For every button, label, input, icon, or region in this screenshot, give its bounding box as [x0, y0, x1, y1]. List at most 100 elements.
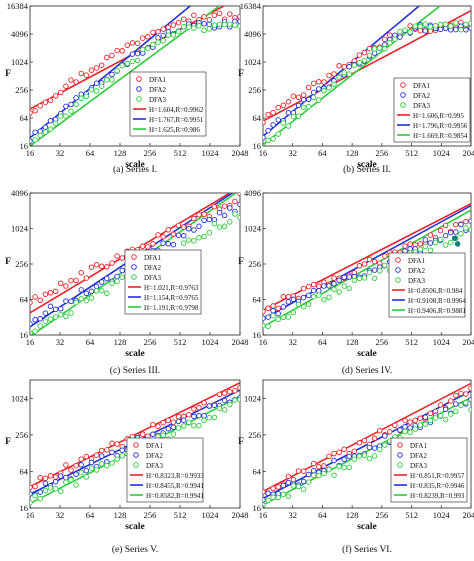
- data-point-dfa1: [286, 100, 291, 105]
- data-point-dfa2: [197, 413, 202, 418]
- data-point-dfa3: [120, 275, 125, 280]
- data-point-dfa1: [58, 90, 63, 95]
- data-point-dfa1: [367, 257, 372, 262]
- data-point-dfa3: [443, 243, 448, 248]
- data-point-dfa2: [332, 282, 337, 287]
- legend-marker-dfa2: [396, 268, 401, 273]
- data-point-dfa2: [197, 224, 202, 229]
- x-tick-label: 2048: [463, 510, 474, 520]
- data-point-dfa3: [110, 461, 115, 466]
- data-point-dfa3: [322, 471, 327, 476]
- data-point-dfa2: [38, 317, 43, 322]
- data-point-dfa2: [276, 118, 281, 123]
- data-point-dfa1: [166, 228, 171, 233]
- data-point-dfa3: [48, 317, 53, 322]
- data-point-dfa2: [286, 110, 291, 115]
- data-point-dfa3: [58, 114, 63, 119]
- data-point-dfa3: [454, 409, 459, 414]
- data-point-dfa3: [33, 329, 38, 334]
- data-point-dfa1: [176, 414, 181, 419]
- data-point-dfa2: [266, 128, 271, 133]
- data-point-dfa3: [388, 41, 393, 46]
- x-tick-label: 512: [174, 337, 187, 347]
- data-point-dfa2: [33, 318, 38, 323]
- data-point-dfa1: [271, 304, 276, 309]
- data-point-dfa1: [222, 204, 227, 209]
- data-point-dfa2: [296, 103, 301, 108]
- data-point-dfa2: [192, 228, 197, 233]
- x-tick-label: 256: [144, 337, 157, 347]
- data-point-dfa1: [266, 306, 271, 311]
- data-point-dfa3: [146, 46, 151, 51]
- data-point-dfa1: [53, 289, 58, 294]
- data-point-dfa3: [38, 133, 43, 138]
- data-point-dfa3: [207, 230, 212, 235]
- data-point-dfa1: [281, 103, 286, 108]
- data-point-dfa2: [228, 206, 233, 211]
- data-point-dfa3: [197, 24, 202, 29]
- data-point-dfa3: [171, 432, 176, 437]
- legend-label: H=0.835,R=0.9946: [410, 482, 465, 490]
- data-point-dfa3: [448, 240, 453, 245]
- data-point-dfa3: [286, 124, 291, 129]
- data-point-dfa2: [469, 26, 474, 31]
- legend-marker-dfa2: [134, 453, 139, 458]
- legend-marker-dfa2: [401, 93, 406, 98]
- data-point-dfa2: [423, 415, 428, 420]
- legend-label: H=1.796,R=0.9956: [413, 122, 468, 130]
- data-point-dfa3: [120, 454, 125, 459]
- data-point-dfa2: [202, 218, 207, 223]
- data-point-dfa2: [202, 413, 207, 418]
- data-point-dfa2: [69, 299, 74, 304]
- legend-marker-dfa3: [401, 103, 406, 108]
- data-point-dfa3: [372, 276, 377, 281]
- data-point-dfa3: [125, 61, 130, 66]
- data-point-dfa1: [418, 28, 423, 33]
- data-point-dfa3: [418, 24, 423, 29]
- data-point-dfa2: [130, 52, 135, 57]
- data-point-dfa2: [43, 125, 48, 130]
- data-point-dfa2: [337, 278, 342, 283]
- data-point-dfa3: [228, 402, 233, 407]
- data-point-dfa2: [276, 311, 281, 316]
- data-point-dfa1: [28, 300, 33, 305]
- legend-label: H=1.154,R=0.9765: [144, 294, 199, 302]
- data-point-dfa3: [238, 24, 243, 29]
- data-point-dfa1: [48, 98, 53, 103]
- x-tick-label: 256: [144, 148, 157, 158]
- data-point-dfa3: [212, 221, 217, 226]
- data-point-dfa2: [459, 222, 464, 227]
- data-point-dfa1: [115, 442, 120, 447]
- x-tick-label: 128: [346, 510, 359, 520]
- data-point-dfa1: [438, 403, 443, 408]
- data-point-dfa2: [64, 475, 69, 480]
- data-point-dfa3: [443, 417, 448, 422]
- data-point-dfa1: [342, 447, 347, 452]
- data-point-dfa3: [459, 28, 464, 33]
- legend-label: H=1.606,R=0.995: [413, 112, 464, 120]
- data-point-dfa1: [146, 35, 151, 40]
- data-point-dfa3: [43, 130, 48, 135]
- data-point-dfa3: [99, 288, 104, 293]
- data-point-dfa3: [228, 220, 233, 225]
- data-point-dfa1: [140, 244, 145, 249]
- data-point-dfa3: [222, 22, 227, 27]
- data-point-dfa3: [362, 453, 367, 458]
- y-axis-label: F: [5, 69, 11, 79]
- data-point-dfa1: [408, 420, 413, 425]
- data-point-dfa2: [176, 419, 181, 424]
- data-point-dfa1: [197, 405, 202, 410]
- data-point-dfa1: [383, 254, 388, 259]
- data-point-dfa3: [192, 238, 197, 243]
- data-point-dfa3: [357, 60, 362, 65]
- data-point-dfa2: [469, 219, 474, 224]
- data-point-dfa3: [217, 225, 222, 230]
- data-point-dfa3: [291, 114, 296, 119]
- data-point-dfa3: [281, 492, 286, 497]
- data-point-dfa2: [261, 498, 266, 503]
- data-point-dfa3: [311, 294, 316, 299]
- data-point-dfa1: [48, 474, 53, 479]
- data-point-dfa3: [372, 454, 377, 459]
- data-point-dfa3: [238, 215, 243, 220]
- data-point-dfa1: [161, 27, 166, 32]
